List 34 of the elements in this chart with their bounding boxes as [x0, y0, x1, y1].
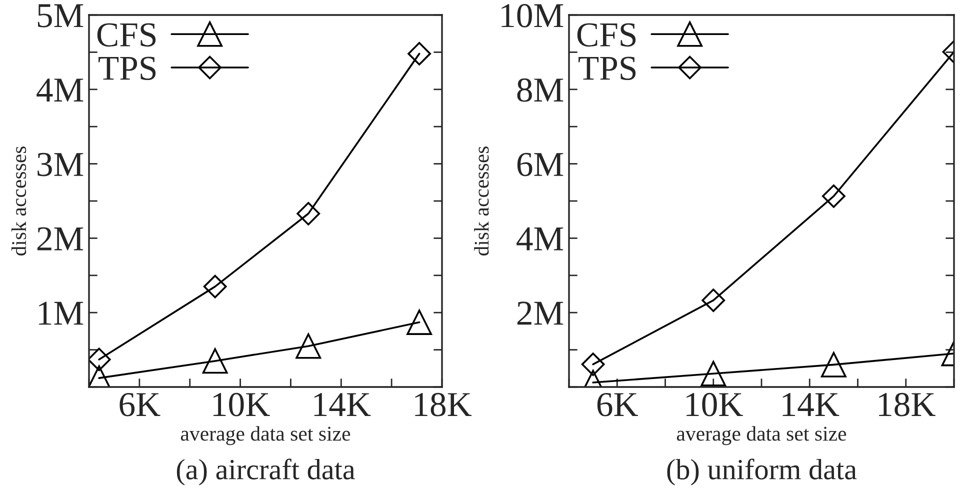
y-tick-label: 3M — [38, 152, 84, 176]
x-tick-label: 6K — [120, 392, 160, 416]
x-tick-label: 14K — [314, 393, 371, 416]
point — [406, 310, 432, 335]
y-tick-label: 8M — [517, 78, 564, 102]
y-axis-title: disk accesses — [474, 146, 489, 256]
y-tick-label: 2M — [517, 302, 564, 325]
x-tick-label: 18K — [415, 392, 472, 416]
y-tick-label: 6M — [517, 152, 564, 176]
legend-label: TPS — [578, 56, 636, 80]
y-tick-label: 5M — [38, 4, 84, 28]
y-tick-label: 10M — [502, 4, 564, 28]
x-axis-title: average data set size — [676, 426, 846, 446]
x-tick-label: 6K — [597, 392, 638, 416]
point — [202, 348, 228, 374]
x-tick-label: 10K — [213, 392, 270, 416]
y-axis-title: disk accesses — [11, 146, 26, 256]
text: (b) uniform data — [667, 458, 857, 486]
legend-label: CFS — [577, 23, 636, 47]
point — [296, 333, 322, 359]
point — [203, 274, 227, 298]
y-tick-label: 1M — [38, 302, 84, 325]
legend-label: TPS — [98, 56, 156, 80]
point — [296, 202, 320, 226]
x-tick-label: 14K — [782, 393, 840, 416]
text: (a) aircraft data — [176, 458, 355, 486]
point — [408, 42, 432, 66]
x-tick-label: 10K — [686, 392, 743, 416]
legend-label: CFS — [97, 23, 156, 47]
y-tick-label: 2M — [37, 227, 84, 250]
y-tick-label: 4M — [516, 227, 564, 250]
x-axis-title: average data set size — [180, 426, 350, 446]
y-tick-label: 4M — [36, 78, 84, 102]
x-tick-label: 18K — [879, 392, 936, 416]
